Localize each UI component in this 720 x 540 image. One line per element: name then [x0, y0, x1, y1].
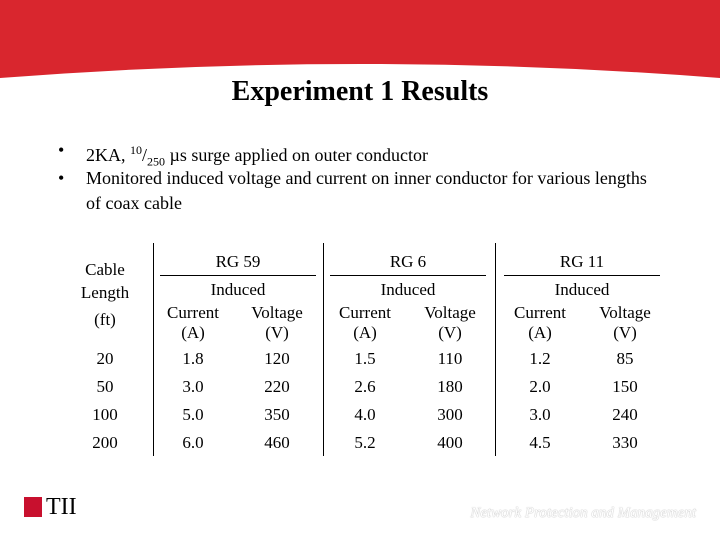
table-cell: 2.6 — [354, 377, 376, 396]
text: 250 — [147, 154, 166, 169]
table-cell: 110 — [437, 349, 463, 368]
text: µs surge applied on outer conductor — [165, 145, 428, 165]
column-header: Current — [167, 303, 219, 322]
header-cell: Length — [80, 283, 130, 302]
table-cell: 5.2 — [354, 433, 376, 452]
table-cell: 1.8 — [182, 349, 204, 368]
table-cell: 3.0 — [529, 405, 551, 424]
column-header: Current — [339, 303, 391, 322]
table-cell: 1.5 — [354, 349, 376, 368]
sub-header: Induced — [210, 280, 266, 299]
column-header: (A) — [181, 323, 205, 342]
text: Monitored induced voltage and current on… — [86, 168, 647, 213]
table-cell: 85 — [616, 349, 634, 368]
table-cell: 20 — [96, 349, 114, 368]
table-cell: 120 — [264, 349, 290, 368]
sub-header: Induced — [380, 280, 436, 299]
column-header: Current — [514, 303, 566, 322]
table-cell: 330 — [612, 433, 638, 452]
table-cell: 180 — [437, 377, 463, 396]
table-cell: 4.5 — [529, 433, 551, 452]
table-cell: 350 — [264, 405, 290, 424]
table-cell: 220 — [264, 377, 290, 396]
header-rule — [504, 275, 660, 276]
column-divider — [495, 243, 496, 456]
table-cell: 240 — [612, 405, 638, 424]
text: 10 — [130, 143, 142, 157]
column-header: Voltage — [424, 303, 476, 322]
column-header: (A) — [528, 323, 552, 342]
column-header: (V) — [613, 323, 637, 342]
logo-icon — [24, 497, 42, 517]
text: / — [142, 145, 148, 165]
sub-header: Induced — [554, 280, 610, 299]
group-header: RG 59 — [215, 252, 261, 271]
header-band — [0, 0, 720, 78]
column-header: (A) — [353, 323, 377, 342]
header-cell: Cable — [85, 260, 125, 279]
table-cell: 460 — [264, 433, 290, 452]
table-cell: 2.0 — [529, 377, 551, 396]
column-header: (V) — [438, 323, 462, 342]
footer: Network Protection and Management — [470, 505, 696, 521]
text: 2KA, — [86, 145, 130, 165]
table-cell: 400 — [437, 433, 463, 452]
column-divider — [323, 243, 324, 456]
slide-title: Experiment 1 Results — [231, 76, 489, 107]
table-cell: 300 — [437, 405, 463, 424]
table-cell: 3.0 — [182, 377, 204, 396]
logo: TII — [46, 494, 77, 520]
table-cell: 200 — [92, 433, 118, 452]
header-rule — [160, 275, 316, 276]
table-cell: 100 — [92, 405, 118, 424]
table-cell: 5.0 — [182, 405, 204, 424]
header-cell: (ft) — [94, 310, 116, 329]
group-header: RG 11 — [559, 252, 605, 271]
column-header: Voltage — [251, 303, 303, 322]
table-cell: 50 — [96, 377, 114, 396]
table-cell: 1.2 — [529, 349, 551, 368]
table-cell: 150 — [612, 377, 638, 396]
column-header: (V) — [265, 323, 289, 342]
table-cell: 6.0 — [182, 433, 204, 452]
table-cell: 4.0 — [354, 405, 376, 424]
column-divider — [153, 243, 154, 456]
group-header: RG 6 — [389, 252, 427, 271]
column-header: Voltage — [599, 303, 651, 322]
header-rule — [330, 275, 486, 276]
